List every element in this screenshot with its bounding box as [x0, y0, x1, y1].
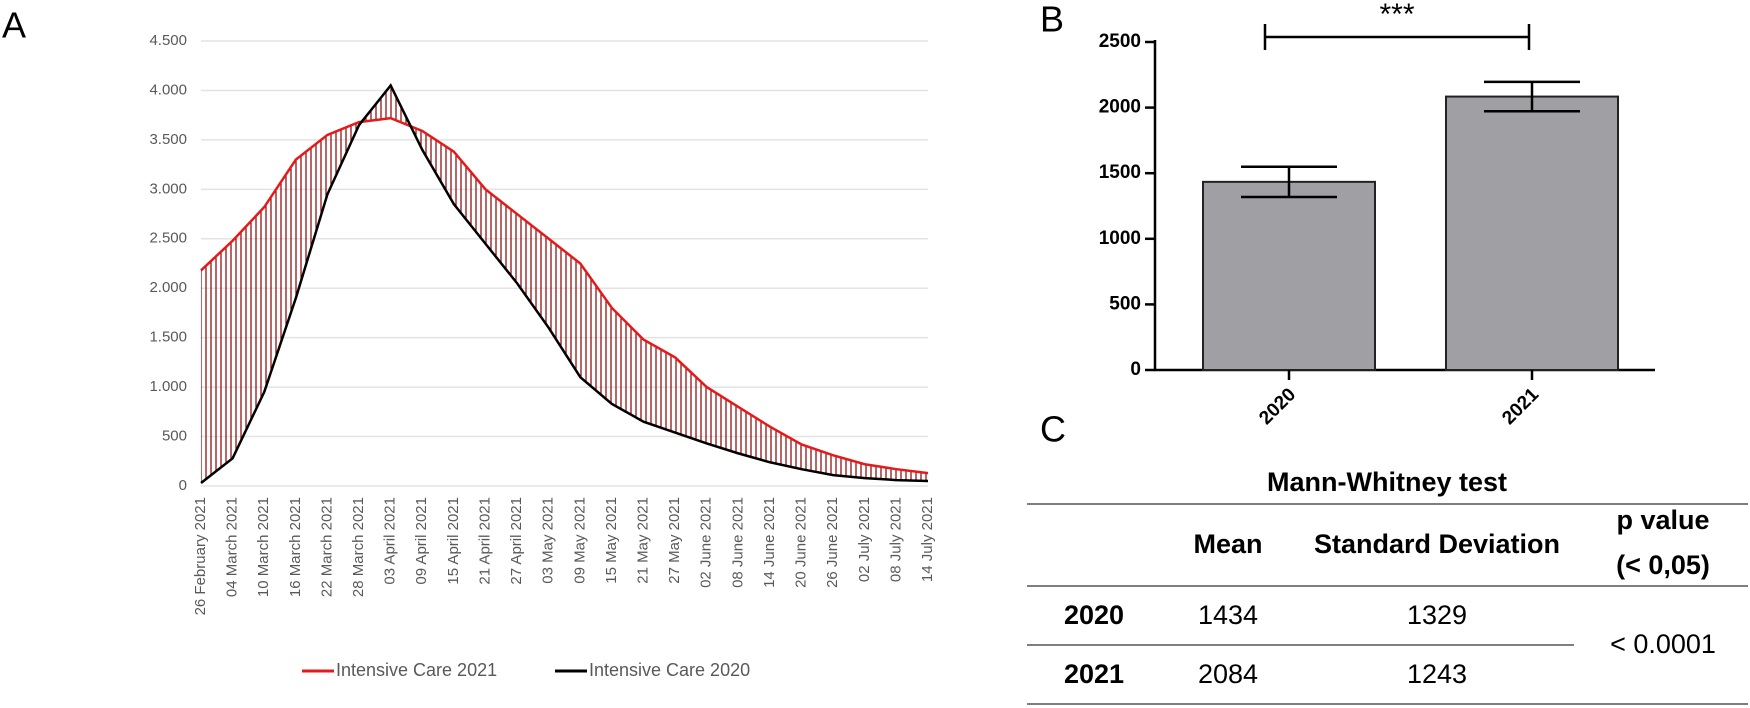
- x-tick-label: 28 March 2021: [350, 497, 367, 597]
- table-cell: 1434: [1198, 600, 1258, 630]
- y-tick-label: 1000: [1099, 228, 1141, 249]
- table-header: Mean: [1193, 529, 1262, 559]
- x-tick-label: 16 March 2021: [287, 497, 304, 597]
- bar: [1202, 180, 1376, 371]
- legend-label: Intensive Care 2020: [589, 660, 750, 680]
- x-tick-label: 02 June 2021: [698, 497, 715, 588]
- y-tick-label: 500: [1109, 293, 1141, 314]
- table-cell: < 0.0001: [1610, 629, 1716, 659]
- error-bar: [1241, 165, 1337, 199]
- table-header: (< 0,05): [1616, 550, 1710, 580]
- y-tick-label: 0: [179, 477, 187, 494]
- x-tick-label: 09 May 2021: [571, 497, 588, 584]
- y-tick-label: 1.500: [149, 329, 187, 346]
- x-tick-label: 08 June 2021: [729, 497, 746, 588]
- x-tick-label: 15 May 2021: [603, 497, 620, 584]
- panel-label: B: [1040, 0, 1064, 40]
- x-tick-label: 02 July 2021: [856, 497, 873, 582]
- x-tick-label: 03 April 2021: [382, 497, 399, 585]
- x-tick-label: 2020: [1255, 384, 1300, 429]
- x-tick-label: 03 May 2021: [540, 497, 557, 584]
- table-title: Mann-Whitney test: [1267, 467, 1507, 497]
- y-tick-label: 1.000: [149, 378, 187, 395]
- y-tick-label: 3.000: [149, 180, 187, 197]
- y-tick-label: 4.500: [149, 32, 187, 49]
- y-tick-label: 2.000: [149, 279, 187, 296]
- error-bar: [1484, 80, 1580, 113]
- bar: [1445, 95, 1619, 372]
- legend-label: Intensive Care 2021: [336, 660, 497, 680]
- y-tick-label: 2.500: [149, 230, 187, 247]
- table-cell: 2084: [1198, 659, 1258, 689]
- x-tick-label: 2021: [1498, 384, 1543, 429]
- y-tick-label: 3.500: [149, 131, 187, 148]
- x-tick-label: 04 March 2021: [224, 497, 241, 597]
- difference-hatch: [201, 85, 928, 484]
- x-tick-label: 21 May 2021: [634, 497, 651, 584]
- x-tick-label: 26 February 2021: [192, 497, 209, 615]
- panel-label: A: [2, 5, 26, 46]
- x-tick-label: 27 May 2021: [666, 497, 683, 584]
- y-tick-label: 500: [162, 428, 187, 445]
- table-header: p value: [1616, 505, 1709, 535]
- x-tick-label: 14 July 2021: [919, 497, 936, 582]
- x-tick-label: 22 March 2021: [318, 497, 335, 597]
- series-line: [200, 83, 929, 485]
- x-tick-label: 21 April 2021: [476, 497, 493, 585]
- y-tick-label: 2500: [1099, 31, 1141, 52]
- significance-bracket: [1263, 24, 1531, 50]
- panel-label: C: [1040, 409, 1066, 450]
- table-cell: 1329: [1407, 600, 1467, 630]
- row-label: 2021: [1064, 659, 1124, 689]
- table-header: Standard Deviation: [1314, 529, 1560, 559]
- x-tick-label: 15 April 2021: [445, 497, 462, 585]
- y-tick-label: 2000: [1099, 97, 1141, 118]
- y-tick-label: 4.000: [149, 81, 187, 98]
- row-label: 2020: [1064, 600, 1124, 630]
- x-tick-label: 10 March 2021: [255, 497, 272, 597]
- x-tick-label: 14 June 2021: [761, 497, 778, 588]
- x-tick-label: 26 June 2021: [824, 497, 841, 588]
- significance-label: ***: [1379, 0, 1414, 31]
- x-tick-label: 09 April 2021: [413, 497, 430, 585]
- x-tick-label: 20 June 2021: [793, 497, 810, 588]
- table-cell: 1243: [1407, 659, 1467, 689]
- y-tick-label: 0: [1130, 359, 1141, 380]
- x-tick-label: 27 April 2021: [508, 497, 525, 585]
- x-tick-label: 08 July 2021: [887, 497, 904, 582]
- series-line: [200, 116, 929, 475]
- y-tick-label: 1500: [1099, 162, 1141, 183]
